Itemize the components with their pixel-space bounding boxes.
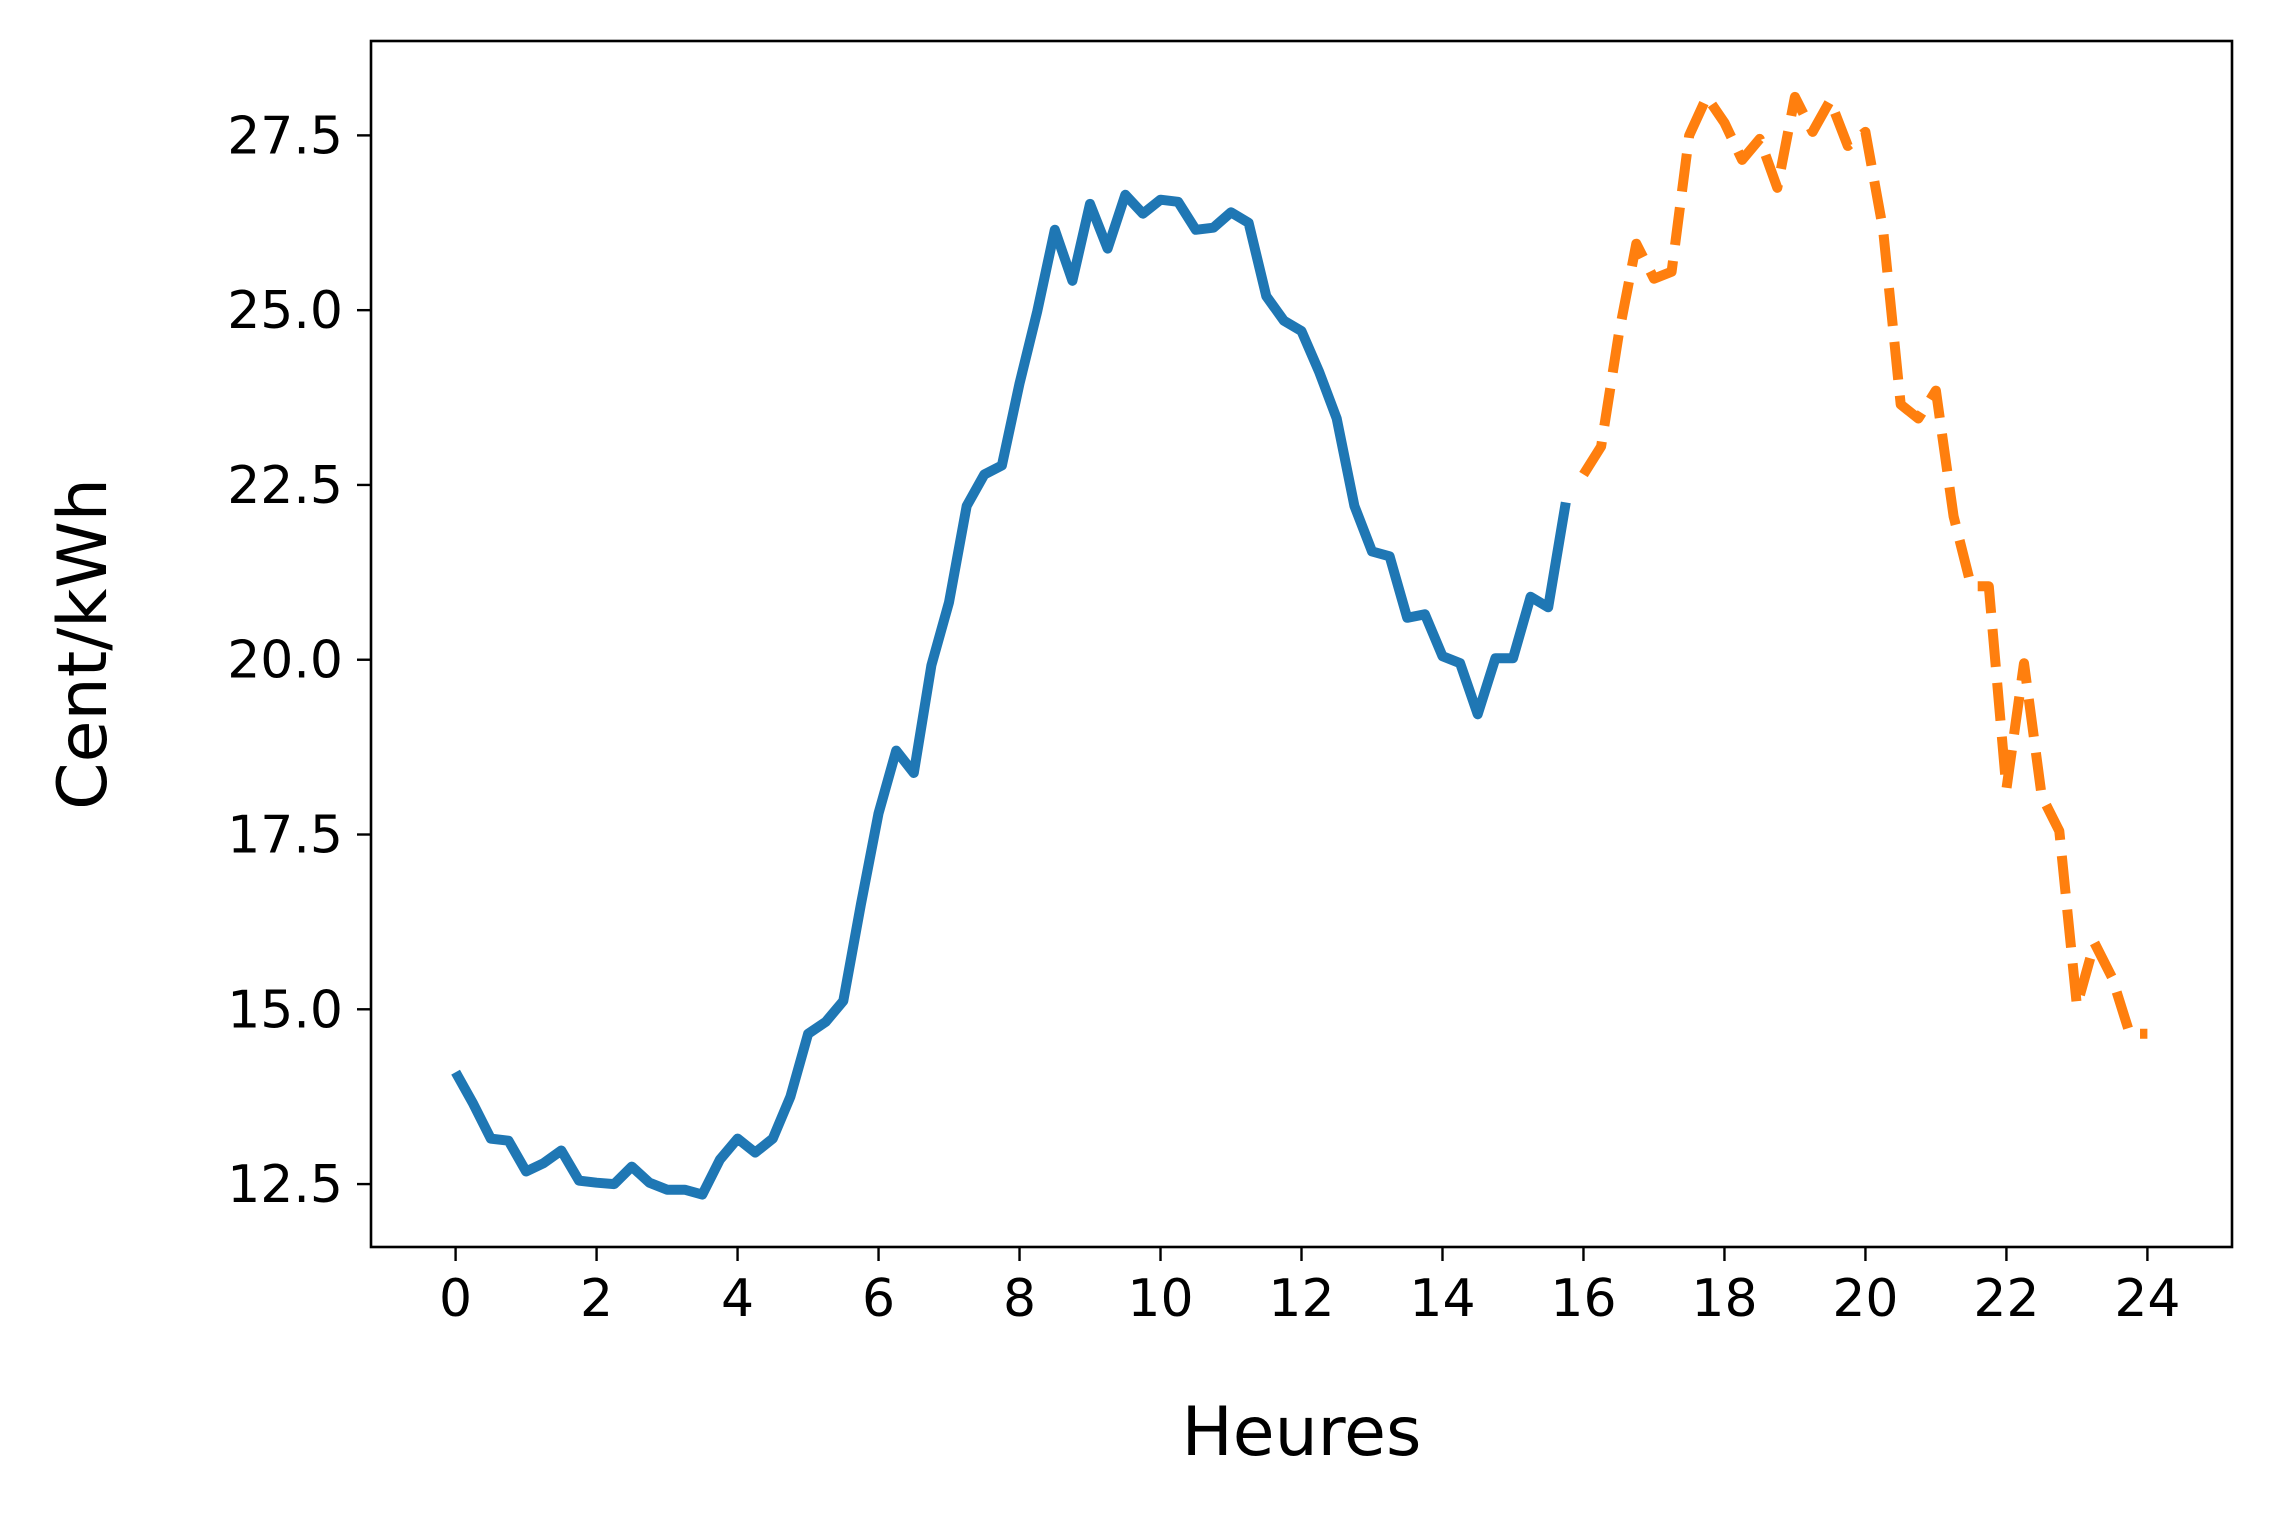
- y-axis-label: Cent/kWh: [44, 478, 123, 810]
- y-tick-label: 15.0: [227, 980, 343, 1040]
- x-tick-label: 20: [1832, 1269, 1898, 1329]
- x-axis-label: Heures: [1182, 1393, 1422, 1472]
- series-line-1: [451, 189, 1571, 1200]
- x-tick-label: 6: [862, 1269, 895, 1329]
- y-tick-label: 22.5: [227, 456, 343, 516]
- y-axis-ticks: 12.5 15.0 17.5 20.0 22.5 25.0 27.5: [227, 106, 371, 1215]
- x-tick-label: 2: [580, 1269, 613, 1329]
- y-tick-label: 25.0: [227, 281, 343, 341]
- x-tick-label: 4: [721, 1269, 754, 1329]
- x-tick-label: 14: [1409, 1269, 1475, 1329]
- series-layer: [451, 91, 2148, 1200]
- series-line-2: [1579, 91, 2148, 1039]
- y-tick-label: 12.5: [227, 1155, 343, 1215]
- x-tick-label: 10: [1127, 1269, 1193, 1329]
- x-tick-label: 22: [1973, 1269, 2039, 1329]
- x-tick-label: 18: [1691, 1269, 1757, 1329]
- x-tick-label: 0: [439, 1269, 472, 1329]
- x-tick-label: 12: [1268, 1269, 1334, 1329]
- y-tick-label: 17.5: [227, 806, 343, 866]
- x-axis-ticks: 0 2 4 6 8 10 12 14 16 18 20 22 24: [439, 1247, 2180, 1329]
- y-tick-label: 27.5: [227, 106, 343, 166]
- y-tick-label: 20.0: [227, 631, 343, 691]
- x-tick-label: 8: [1003, 1269, 1036, 1329]
- x-tick-label: 16: [1550, 1269, 1616, 1329]
- x-tick-label: 24: [2114, 1269, 2180, 1329]
